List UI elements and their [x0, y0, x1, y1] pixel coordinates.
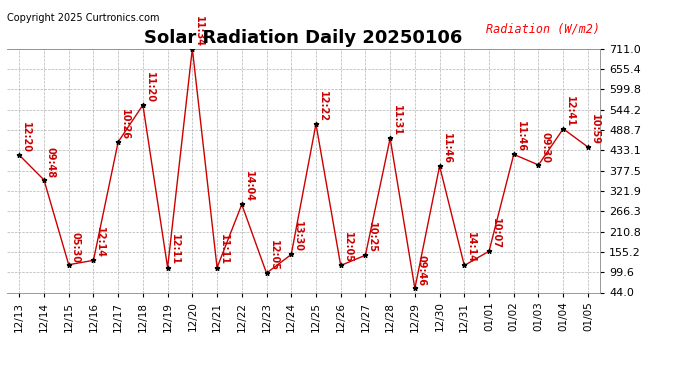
Point — [212, 265, 223, 271]
Title: Solar Radiation Daily 20250106: Solar Radiation Daily 20250106 — [144, 29, 463, 47]
Point — [88, 257, 99, 263]
Point — [112, 139, 124, 145]
Point — [409, 285, 420, 291]
Point — [533, 162, 544, 168]
Text: 12:14: 12:14 — [95, 227, 106, 258]
Text: 12:05: 12:05 — [268, 240, 279, 271]
Point — [335, 262, 346, 268]
Point — [14, 152, 25, 158]
Text: 10:25: 10:25 — [367, 222, 377, 253]
Point — [261, 270, 272, 276]
Point — [484, 248, 495, 254]
Point — [286, 252, 297, 258]
Text: 12:11: 12:11 — [170, 234, 179, 266]
Text: 13:30: 13:30 — [293, 221, 303, 252]
Point — [63, 262, 75, 268]
Point — [360, 252, 371, 258]
Text: Copyright 2025 Curtronics.com: Copyright 2025 Curtronics.com — [7, 13, 159, 23]
Text: 14:14: 14:14 — [466, 232, 476, 263]
Text: 10:59: 10:59 — [590, 114, 600, 145]
Point — [39, 177, 50, 183]
Point — [459, 262, 470, 268]
Text: 11:20: 11:20 — [145, 72, 155, 103]
Text: 11:11: 11:11 — [219, 234, 229, 266]
Text: 12:20: 12:20 — [21, 122, 31, 153]
Point — [582, 144, 593, 150]
Point — [310, 121, 322, 127]
Point — [434, 163, 445, 169]
Text: 12:41: 12:41 — [565, 96, 575, 127]
Text: 11:46: 11:46 — [515, 121, 526, 152]
Text: 09:46: 09:46 — [417, 255, 427, 286]
Text: 11:31: 11:31 — [392, 105, 402, 136]
Point — [236, 201, 247, 207]
Text: 11:46: 11:46 — [442, 133, 451, 164]
Text: 11:34: 11:34 — [195, 15, 204, 46]
Text: 12:22: 12:22 — [318, 91, 328, 122]
Text: 10:07: 10:07 — [491, 218, 501, 249]
Text: 09:30: 09:30 — [540, 132, 551, 163]
Point — [384, 135, 395, 141]
Text: Radiation (W/m2): Radiation (W/m2) — [486, 22, 600, 35]
Point — [509, 152, 520, 157]
Point — [162, 265, 173, 271]
Text: 10:26: 10:26 — [120, 109, 130, 140]
Point — [187, 46, 198, 52]
Text: 14:04: 14:04 — [244, 171, 254, 202]
Text: 12:05: 12:05 — [343, 232, 353, 263]
Text: 05:30: 05:30 — [70, 231, 81, 262]
Point — [137, 102, 148, 108]
Point — [558, 126, 569, 132]
Text: 09:48: 09:48 — [46, 147, 56, 178]
